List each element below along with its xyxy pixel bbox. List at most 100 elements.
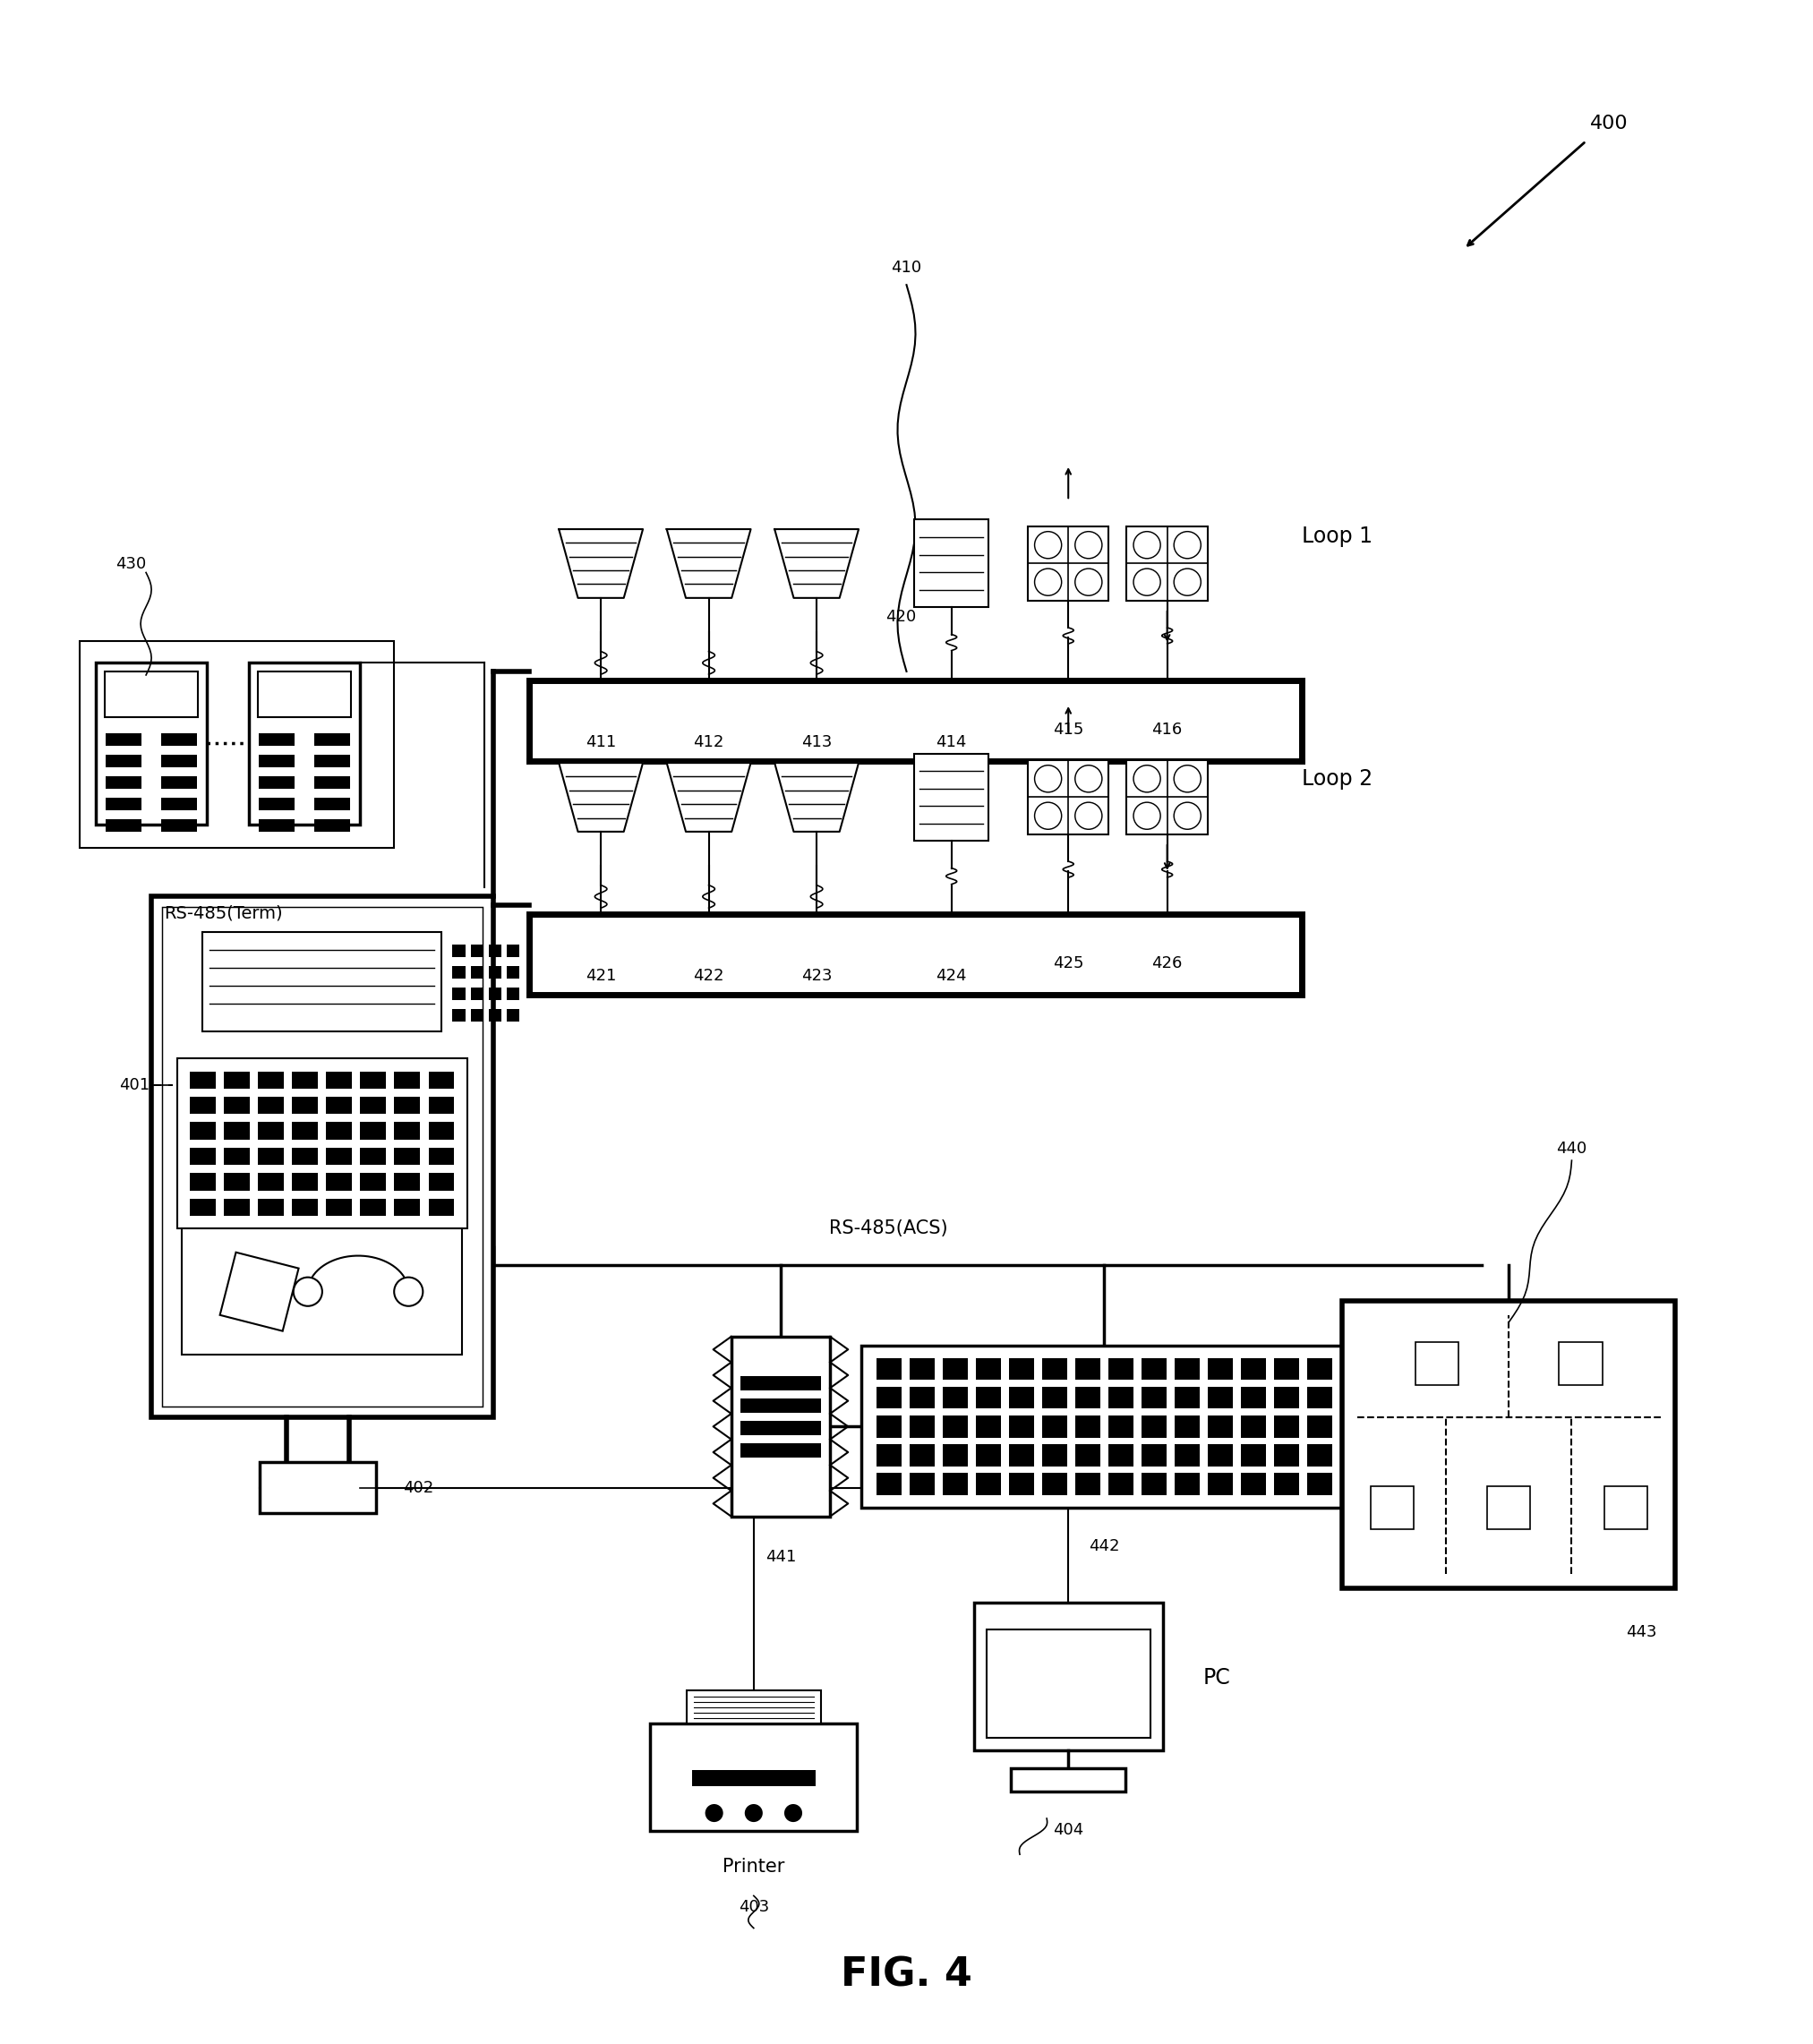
Bar — [876, 1386, 901, 1408]
Bar — [1275, 1416, 1300, 1437]
Bar — [1275, 1357, 1300, 1380]
Text: FIG. 4: FIG. 4 — [841, 1956, 972, 1995]
Bar — [161, 754, 198, 766]
Text: 442: 442 — [1090, 1537, 1120, 1553]
Bar — [161, 797, 198, 809]
Bar — [1108, 1416, 1133, 1437]
Bar — [190, 1098, 216, 1114]
Bar — [257, 1098, 285, 1114]
Bar — [861, 1345, 1347, 1506]
Bar — [910, 1357, 936, 1380]
Bar — [943, 1386, 968, 1408]
Bar — [975, 1474, 1001, 1494]
Bar — [740, 1398, 821, 1412]
Bar — [488, 987, 500, 1000]
Bar — [203, 932, 442, 1030]
Bar — [876, 1445, 901, 1466]
Bar — [687, 1690, 821, 1723]
Bar — [1240, 1445, 1265, 1466]
Bar — [1075, 1357, 1100, 1380]
Bar — [257, 1173, 285, 1190]
Bar — [506, 967, 519, 979]
Bar — [225, 1147, 250, 1165]
Bar — [1307, 1474, 1333, 1494]
Text: 413: 413 — [801, 734, 832, 750]
Bar — [943, 1445, 968, 1466]
Bar — [1142, 1474, 1166, 1494]
Bar — [80, 642, 393, 848]
Bar — [1108, 1357, 1133, 1380]
Bar — [190, 1071, 216, 1089]
Bar — [161, 734, 198, 746]
Bar — [943, 1357, 968, 1380]
Bar — [1175, 1445, 1200, 1466]
Bar — [361, 1173, 386, 1190]
Bar — [488, 967, 500, 979]
Bar — [395, 1071, 421, 1089]
Bar — [1108, 1386, 1133, 1408]
Bar — [105, 754, 141, 766]
Bar — [292, 1147, 317, 1165]
Bar — [1075, 1445, 1100, 1466]
Bar — [395, 1122, 421, 1141]
Bar — [910, 1416, 936, 1437]
Bar — [395, 1147, 421, 1165]
Bar — [225, 1071, 250, 1089]
Bar — [1142, 1416, 1166, 1437]
Bar — [1108, 1474, 1133, 1494]
Bar — [1559, 1343, 1603, 1386]
Text: 404: 404 — [1053, 1821, 1084, 1838]
Bar — [1342, 1300, 1675, 1588]
Text: RS-485(Term): RS-485(Term) — [163, 905, 283, 922]
Circle shape — [294, 1278, 323, 1306]
Bar — [292, 1198, 317, 1216]
Bar — [943, 1474, 968, 1494]
Bar — [326, 1122, 352, 1141]
Bar — [1240, 1357, 1265, 1380]
Bar — [161, 820, 198, 832]
Bar — [225, 1198, 250, 1216]
Circle shape — [705, 1805, 723, 1821]
Bar — [506, 944, 519, 957]
Text: 415: 415 — [1053, 722, 1084, 738]
Bar — [1008, 1445, 1033, 1466]
Bar — [471, 1010, 482, 1022]
Bar — [1008, 1386, 1033, 1408]
Bar — [292, 1122, 317, 1141]
Bar — [428, 1173, 455, 1190]
Bar — [428, 1147, 455, 1165]
Bar — [453, 944, 466, 957]
Text: 425: 425 — [1053, 955, 1084, 971]
Bar — [259, 777, 294, 789]
Bar — [1207, 1416, 1233, 1437]
Bar — [361, 1147, 386, 1165]
Bar — [1307, 1445, 1333, 1466]
Text: 411: 411 — [586, 734, 616, 750]
Text: 400: 400 — [1590, 114, 1628, 133]
Bar — [1275, 1386, 1300, 1408]
Bar — [395, 1198, 421, 1216]
Bar — [1275, 1474, 1300, 1494]
Text: 426: 426 — [1151, 955, 1182, 971]
Bar — [326, 1098, 352, 1114]
Text: 414: 414 — [936, 734, 966, 750]
Bar — [943, 1416, 968, 1437]
Bar — [257, 670, 352, 717]
Bar — [471, 967, 482, 979]
Bar — [876, 1474, 901, 1494]
Bar — [161, 908, 482, 1406]
Bar — [326, 1198, 352, 1216]
Bar — [1008, 1474, 1033, 1494]
Bar — [1240, 1474, 1265, 1494]
Text: 423: 423 — [801, 969, 832, 983]
Text: 422: 422 — [693, 969, 723, 983]
Bar — [248, 662, 361, 824]
Polygon shape — [667, 762, 751, 832]
Bar — [975, 1416, 1001, 1437]
Text: PC: PC — [1204, 1668, 1231, 1688]
Bar — [225, 1098, 250, 1114]
Bar — [1207, 1445, 1233, 1466]
Bar — [1371, 1486, 1414, 1529]
Bar — [292, 1098, 317, 1114]
Bar — [1307, 1416, 1333, 1437]
